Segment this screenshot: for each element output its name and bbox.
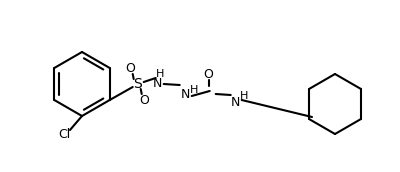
- Text: S: S: [133, 77, 142, 91]
- Text: H: H: [156, 69, 164, 79]
- Text: N: N: [231, 95, 240, 109]
- Text: N: N: [181, 88, 190, 100]
- Text: O: O: [139, 94, 149, 106]
- Text: N: N: [153, 77, 162, 89]
- Text: O: O: [125, 62, 135, 74]
- Text: H: H: [190, 85, 198, 95]
- Text: H: H: [240, 91, 248, 101]
- Text: Cl: Cl: [58, 127, 70, 141]
- Text: O: O: [203, 67, 213, 80]
